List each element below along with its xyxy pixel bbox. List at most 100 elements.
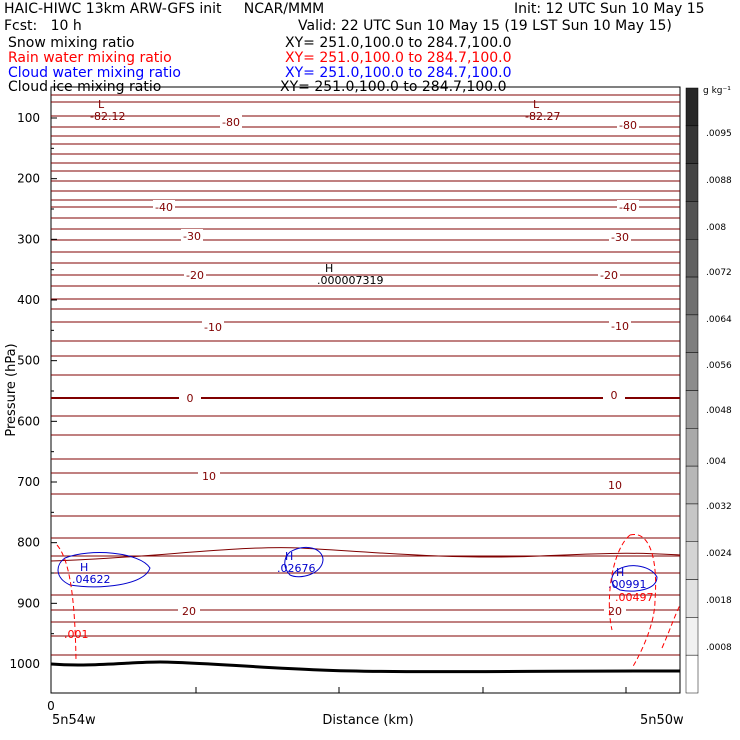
rain-contour xyxy=(56,544,77,661)
rain-contour xyxy=(629,534,657,669)
colorbar-swatch xyxy=(685,163,699,202)
legend-snow-name: Snow mixing ratio xyxy=(8,35,135,51)
isotherm-line xyxy=(50,115,681,117)
cloud-water-contour xyxy=(57,552,151,588)
label-mask xyxy=(603,388,625,401)
label-mask xyxy=(617,118,639,131)
isotherm-label: -30 xyxy=(183,230,201,243)
colorbar-swatch xyxy=(685,617,699,656)
isotherm-line xyxy=(50,274,681,276)
isotherm-label: -80 xyxy=(222,116,240,129)
isotherm-line xyxy=(50,374,681,376)
label-mask xyxy=(609,230,631,243)
isotherm-line xyxy=(50,239,681,241)
label-mask xyxy=(202,320,224,333)
isotherm-label: -30 xyxy=(611,231,629,244)
x-end-label-left: 5n54w xyxy=(52,713,96,728)
colorbar-label: .0056 xyxy=(706,361,732,371)
legend-cloud-water-xy: XY= 251.0,100.0 to 284.7,100.0 xyxy=(285,65,512,81)
isotherm-line xyxy=(50,434,681,436)
isotherm-label: -20 xyxy=(186,269,204,282)
isotherm-line xyxy=(50,493,681,495)
low-right-value: -82.27 xyxy=(525,110,560,123)
isotherm-line xyxy=(50,217,681,219)
isotherm-label: 10 xyxy=(608,479,622,492)
isotherm-label: 20 xyxy=(182,605,196,618)
y-axis-label: Pressure (hPa) xyxy=(4,343,19,436)
colorbar-label: .0064 xyxy=(706,315,732,325)
legend-snow-xy: XY= 251.0,100.0 to 284.7,100.0 xyxy=(285,35,512,51)
colorbar-swatch xyxy=(685,428,699,467)
colorbar-label: .0024 xyxy=(706,549,732,559)
plot-frame xyxy=(50,86,681,694)
isotherm-label: 0 xyxy=(611,389,618,402)
y-tick-label: 100 xyxy=(17,111,40,125)
colorbar-swatch xyxy=(685,579,699,618)
isotherm-line xyxy=(50,609,681,611)
isotherm-line xyxy=(50,94,681,96)
isotherm-line xyxy=(50,135,681,137)
isotherm-line xyxy=(50,635,681,637)
y-tick-label: 500 xyxy=(17,354,40,368)
isotherm-line xyxy=(50,101,681,103)
isotherm-line xyxy=(50,472,681,474)
init-time: Init: 12 UTC Sun 10 May 15 xyxy=(514,1,705,17)
cloud-water-contour xyxy=(611,565,658,592)
cloud-water-contour xyxy=(284,546,324,578)
colorbar-label: .0095 xyxy=(706,129,732,139)
colorbar-label: .0088 xyxy=(706,176,732,186)
legend-rain-xy: XY= 251.0,100.0 to 284.7,100.0 xyxy=(285,50,512,66)
isotherm-line xyxy=(50,537,681,539)
isotherm-line xyxy=(50,415,681,417)
label-mask xyxy=(609,319,631,332)
colorbar-label: .008 xyxy=(706,223,726,233)
isotherm-label: 10 xyxy=(202,470,216,483)
label-mask xyxy=(153,200,175,213)
label-mask xyxy=(179,391,201,404)
high-cloud-right-value: .00991 xyxy=(608,578,647,591)
x-axis-label: Distance (km) xyxy=(322,713,413,728)
colorbar-swatch xyxy=(685,654,699,694)
colorbar-label: .0018 xyxy=(706,596,732,606)
colorbar-swatch xyxy=(685,87,699,127)
colorbar-swatch xyxy=(685,239,699,278)
colorbar-label: .0072 xyxy=(706,268,732,278)
isotherm-label: -10 xyxy=(204,321,222,334)
isotherm-line xyxy=(50,458,681,460)
y-tick-label: 1000 xyxy=(9,657,40,671)
colorbar-label: .0008 xyxy=(706,643,732,653)
colorbar-swatch xyxy=(685,390,699,429)
isotherm-line xyxy=(50,251,681,253)
x-tick-label: 0 xyxy=(47,699,55,713)
label-mask xyxy=(184,268,206,281)
isotherm-line xyxy=(50,321,681,323)
colorbar-label: .0048 xyxy=(706,406,732,416)
isotherm-line xyxy=(50,143,681,145)
y-tick-label: 600 xyxy=(17,414,40,428)
label-mask xyxy=(598,268,620,281)
isotherm-line xyxy=(50,355,681,357)
rain-value: .00497 xyxy=(615,591,654,604)
colorbar-label: .004 xyxy=(706,457,726,467)
terrain-line xyxy=(50,660,681,674)
isotherm-line xyxy=(50,555,681,557)
y-tick-label: 900 xyxy=(17,596,40,610)
y-tick-label: 300 xyxy=(17,232,40,246)
high-cloud-left-value: .04622 xyxy=(72,573,111,586)
y-tick-label: 700 xyxy=(17,475,40,489)
legend-rain-name: Rain water mixing ratio xyxy=(8,50,172,66)
isotherm-line xyxy=(50,153,681,155)
colorbar-swatch xyxy=(685,352,699,391)
y-tick-label: 200 xyxy=(17,172,40,186)
isotherm-label: -40 xyxy=(155,201,173,214)
colorbar-swatch xyxy=(685,125,699,164)
colorbar-label: .0032 xyxy=(706,502,732,512)
high-cloud-left-marker: H xyxy=(80,561,88,574)
low-right-marker: L xyxy=(533,98,540,111)
label-mask xyxy=(220,115,242,128)
high-cloud-mid-value: .02676 xyxy=(277,562,316,575)
label-mask xyxy=(604,478,626,491)
isotherm-line xyxy=(50,170,681,172)
high-snow-value: .000007319 xyxy=(317,274,383,287)
